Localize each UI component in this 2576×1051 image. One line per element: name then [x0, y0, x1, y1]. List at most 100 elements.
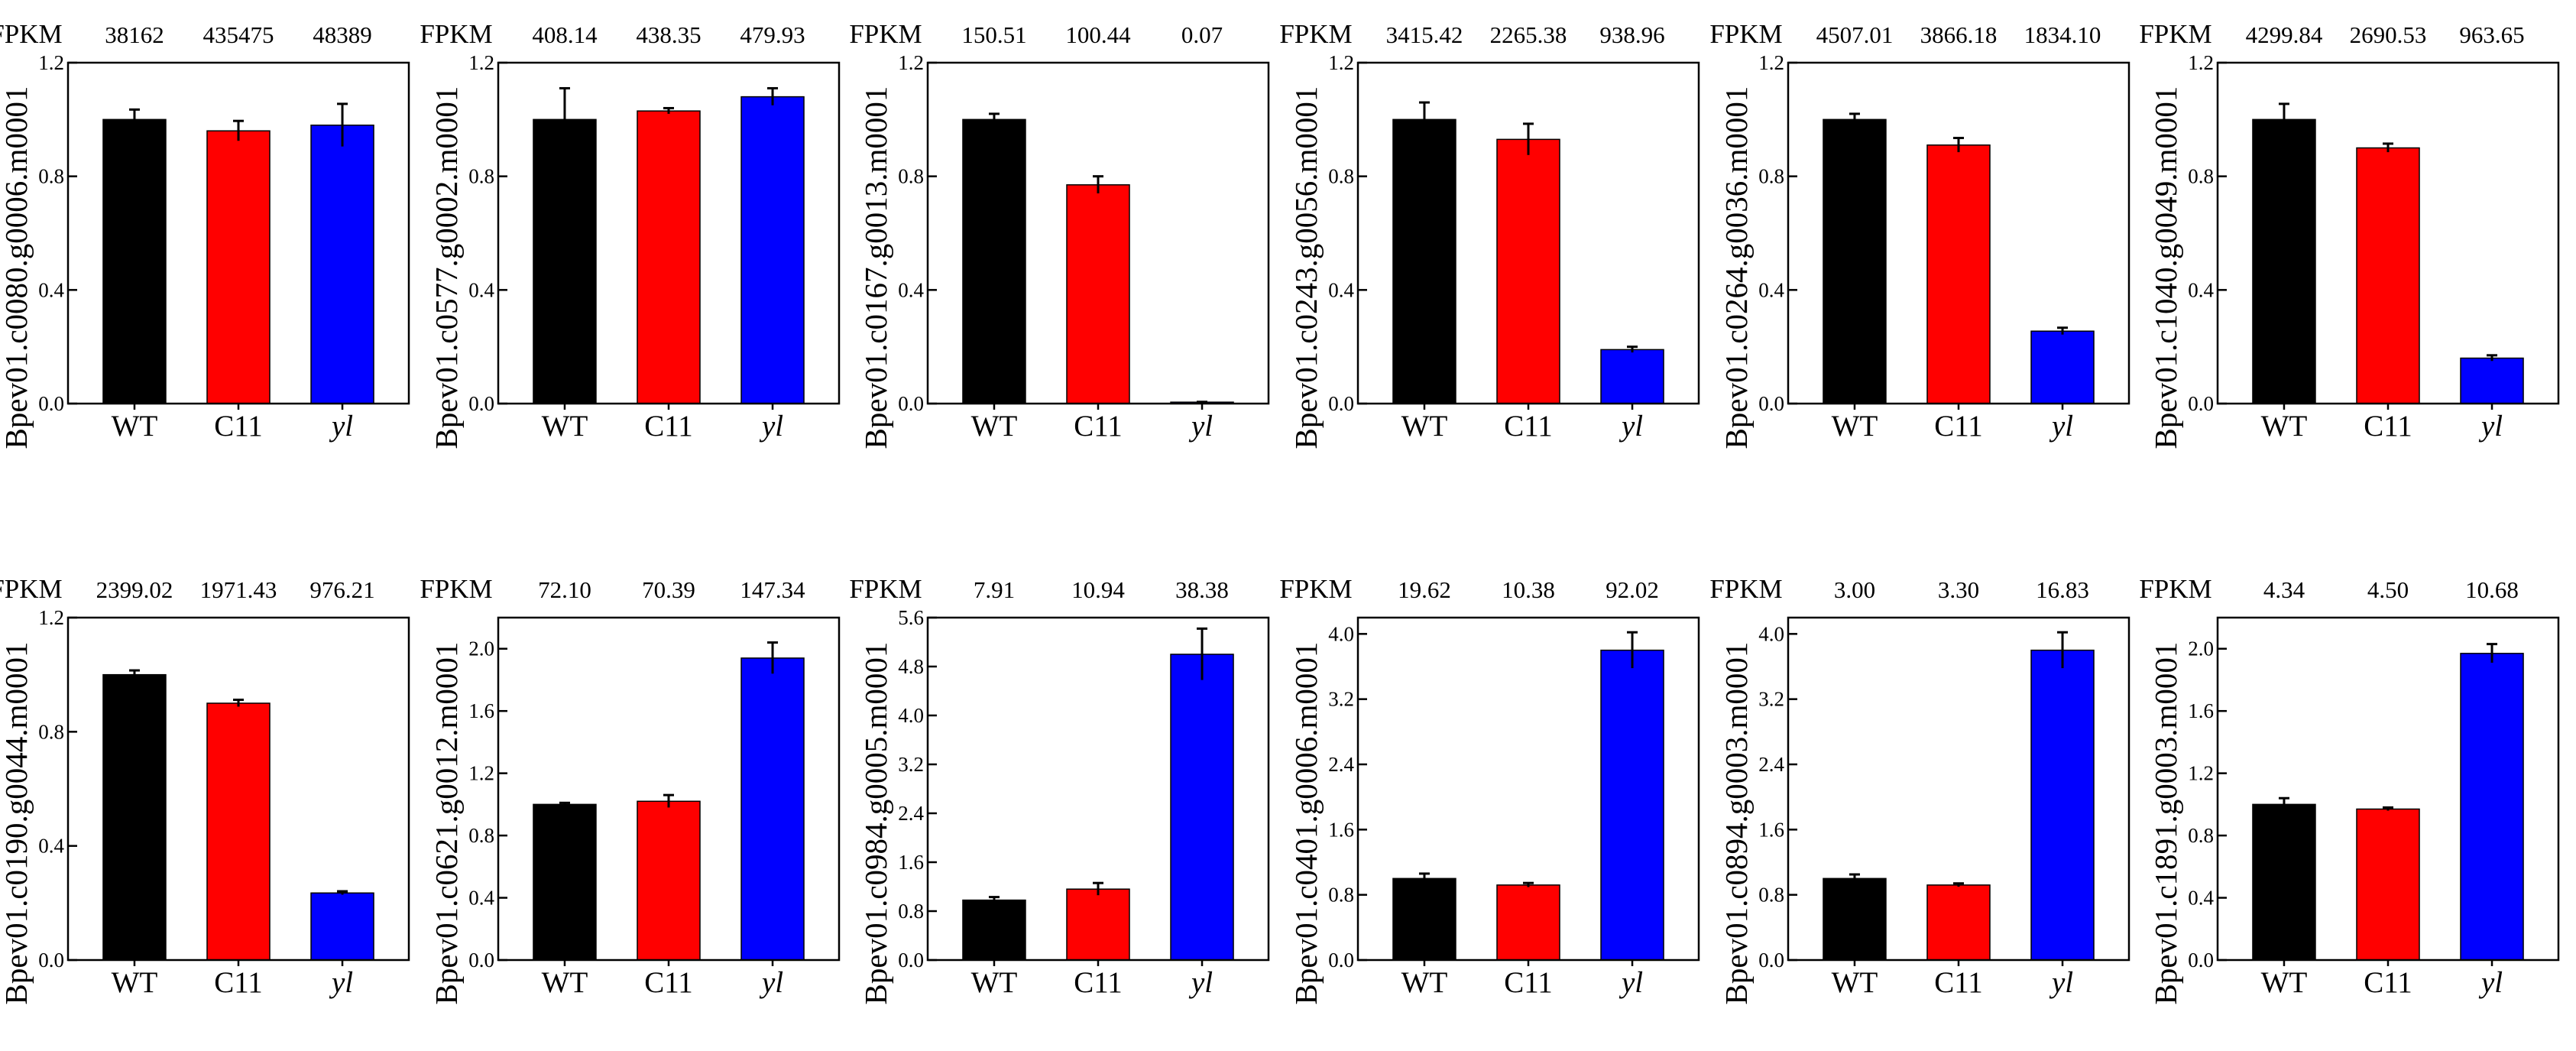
bar-yl	[2030, 649, 2095, 961]
fpkm-label: FPKM	[849, 19, 922, 49]
fpkm-label: FPKM	[1279, 574, 1352, 604]
bar-yl	[2030, 330, 2095, 404]
y-tick-label: 2.0	[2188, 637, 2214, 660]
fpkm-value-WT: 3.00	[1834, 576, 1875, 603]
fpkm-value-yl: 38.38	[1175, 576, 1229, 603]
x-tick-label-C11: C11	[1074, 410, 1123, 443]
y-axis-label: Bpev01.c0984.g0005.m0001	[858, 642, 893, 1005]
y-tick-label: 0.8	[1758, 884, 1784, 907]
bar-C11	[637, 110, 701, 404]
x-tick-label-C11: C11	[1934, 410, 1983, 443]
y-tick-label: 1.2	[38, 51, 64, 74]
y-tick-label: 1.6	[2188, 699, 2214, 722]
y-tick-label: 1.2	[898, 51, 924, 74]
x-tick-label-WT: WT	[1401, 410, 1448, 443]
chart-panel-6: 0.0 0.4 0.8 1.2 WT C11 yl FPKM 4299.84 2690.53 963…	[2139, 19, 2560, 449]
y-tick-label: 0.0	[1758, 392, 1784, 415]
error-bar-WT	[559, 86, 570, 151]
bar-WT	[2252, 118, 2316, 404]
fpkm-label: FPKM	[1709, 574, 1782, 604]
y-tick-label: 5.6	[898, 606, 924, 629]
fpkm-value-WT: 150.51	[961, 21, 1026, 48]
y-tick-label: 0.0	[38, 949, 64, 972]
bar-WT	[102, 118, 167, 404]
x-tick-label-yl: yl	[2478, 410, 2503, 443]
y-axis-label: Bpev01.c0894.g0003.m0001	[1719, 642, 1754, 1005]
bar-yl	[1600, 649, 1664, 961]
chart-panel-5: 0.0 0.4 0.8 1.2 WT C11 yl FPKM 4507.01 3866.18 183…	[1709, 19, 2130, 449]
y-tick-label: 0.8	[468, 824, 494, 847]
fpkm-value-C11: 10.94	[1071, 576, 1125, 603]
fpkm-value-WT: 3415.42	[1386, 21, 1463, 48]
x-tick-label-WT: WT	[1832, 410, 1878, 443]
y-axis-label: Bpev01.c0577.g0002.m0001	[429, 86, 464, 449]
y-tick-label: 1.2	[1758, 51, 1784, 74]
y-tick-label: 0.4	[898, 278, 924, 301]
fpkm-value-WT: 4507.01	[1816, 21, 1894, 48]
fpkm-label: FPKM	[1279, 19, 1352, 49]
bar-C11	[1496, 884, 1560, 961]
y-tick-label: 4.8	[898, 655, 924, 678]
fpkm-label: FPKM	[0, 19, 63, 49]
fpkm-value-yl: 479.93	[740, 21, 805, 48]
chart-panel-4: 0.0 0.4 0.8 1.2 WT C11 yl FPKM 3415.42 2265.38 938…	[1279, 19, 1700, 449]
x-tick-label-WT: WT	[971, 966, 1018, 999]
fpkm-label: FPKM	[2139, 574, 2211, 604]
fpkm-value-yl: 976.21	[309, 576, 374, 603]
x-tick-label-C11: C11	[1934, 966, 1983, 999]
y-tick-label: 1.6	[1758, 818, 1784, 841]
x-tick-label-WT: WT	[542, 966, 588, 999]
y-tick-label: 0.8	[468, 165, 494, 188]
y-tick-label: 0.8	[1758, 165, 1784, 188]
bar-WT	[533, 803, 597, 961]
fpkm-label: FPKM	[0, 574, 63, 604]
fpkm-value-C11: 4.50	[2367, 576, 2409, 603]
x-tick-label-yl: yl	[1188, 410, 1213, 443]
x-tick-label-C11: C11	[2364, 410, 2412, 443]
x-tick-label-C11: C11	[2364, 966, 2412, 999]
y-tick-label: 1.2	[468, 762, 494, 785]
fpkm-value-WT: 7.91	[974, 576, 1015, 603]
error-bar-yl	[337, 102, 348, 147]
y-tick-label: 0.4	[1328, 278, 1354, 301]
error-bar-C11	[1093, 175, 1103, 193]
bar-WT	[533, 118, 597, 404]
error-bar-C11	[233, 119, 244, 141]
error-bar-WT	[128, 669, 140, 680]
y-axis-label: Bpev01.c0264.g0036.m0001	[1719, 86, 1754, 449]
error-bar-WT	[128, 108, 140, 130]
fpkm-value-WT: 19.62	[1398, 576, 1451, 603]
fpkm-value-yl: 92.02	[1606, 576, 1659, 603]
y-axis-label: Bpev01.c0190.g0044.m0001	[0, 642, 34, 1005]
y-tick-label: 1.6	[898, 851, 924, 874]
bar-WT	[962, 118, 1026, 404]
y-tick-label: 2.4	[1328, 753, 1354, 776]
x-tick-label-C11: C11	[644, 410, 693, 443]
x-tick-label-WT: WT	[112, 966, 158, 999]
fpkm-value-yl: 1834.10	[2024, 21, 2101, 48]
x-tick-label-C11: C11	[214, 966, 263, 999]
chart-panel-8: 0.0 0.4 0.8 1.2 1.6 2.0 WT C11 yl FPKM 72.10 70.39 1…	[420, 574, 841, 1004]
y-axis-label: Bpev01.c1040.g0049.m0001	[2148, 86, 2183, 449]
y-tick-label: 1.2	[2188, 51, 2214, 74]
fpkm-value-C11: 3866.18	[1920, 21, 1998, 48]
bar-yl	[1170, 654, 1234, 961]
fpkm-value-C11: 435475	[203, 21, 274, 48]
fpkm-value-WT: 2399.02	[96, 576, 173, 603]
error-bar-C11	[1523, 122, 1534, 155]
x-tick-label-WT: WT	[112, 410, 158, 443]
fpkm-label: FPKM	[420, 574, 492, 604]
y-tick-label: 0.0	[2188, 392, 2214, 415]
error-bar-WT	[988, 896, 1000, 903]
error-bar-yl	[767, 641, 779, 674]
error-bar-WT	[1418, 872, 1430, 884]
bar-C11	[206, 702, 271, 961]
x-tick-label-yl: yl	[2049, 410, 2073, 443]
error-bar-WT	[2278, 102, 2289, 135]
error-bar-C11	[2383, 142, 2393, 153]
y-tick-label: 0.0	[1758, 949, 1784, 972]
y-axis-label: Bpev01.c0243.g0056.m0001	[1288, 86, 1324, 449]
chart-panel-2: 0.0 0.4 0.8 1.2 WT C11 yl FPKM 408.14 438.35 479.9…	[420, 19, 841, 449]
bar-C11	[206, 130, 271, 404]
bar-WT	[1823, 118, 1887, 404]
